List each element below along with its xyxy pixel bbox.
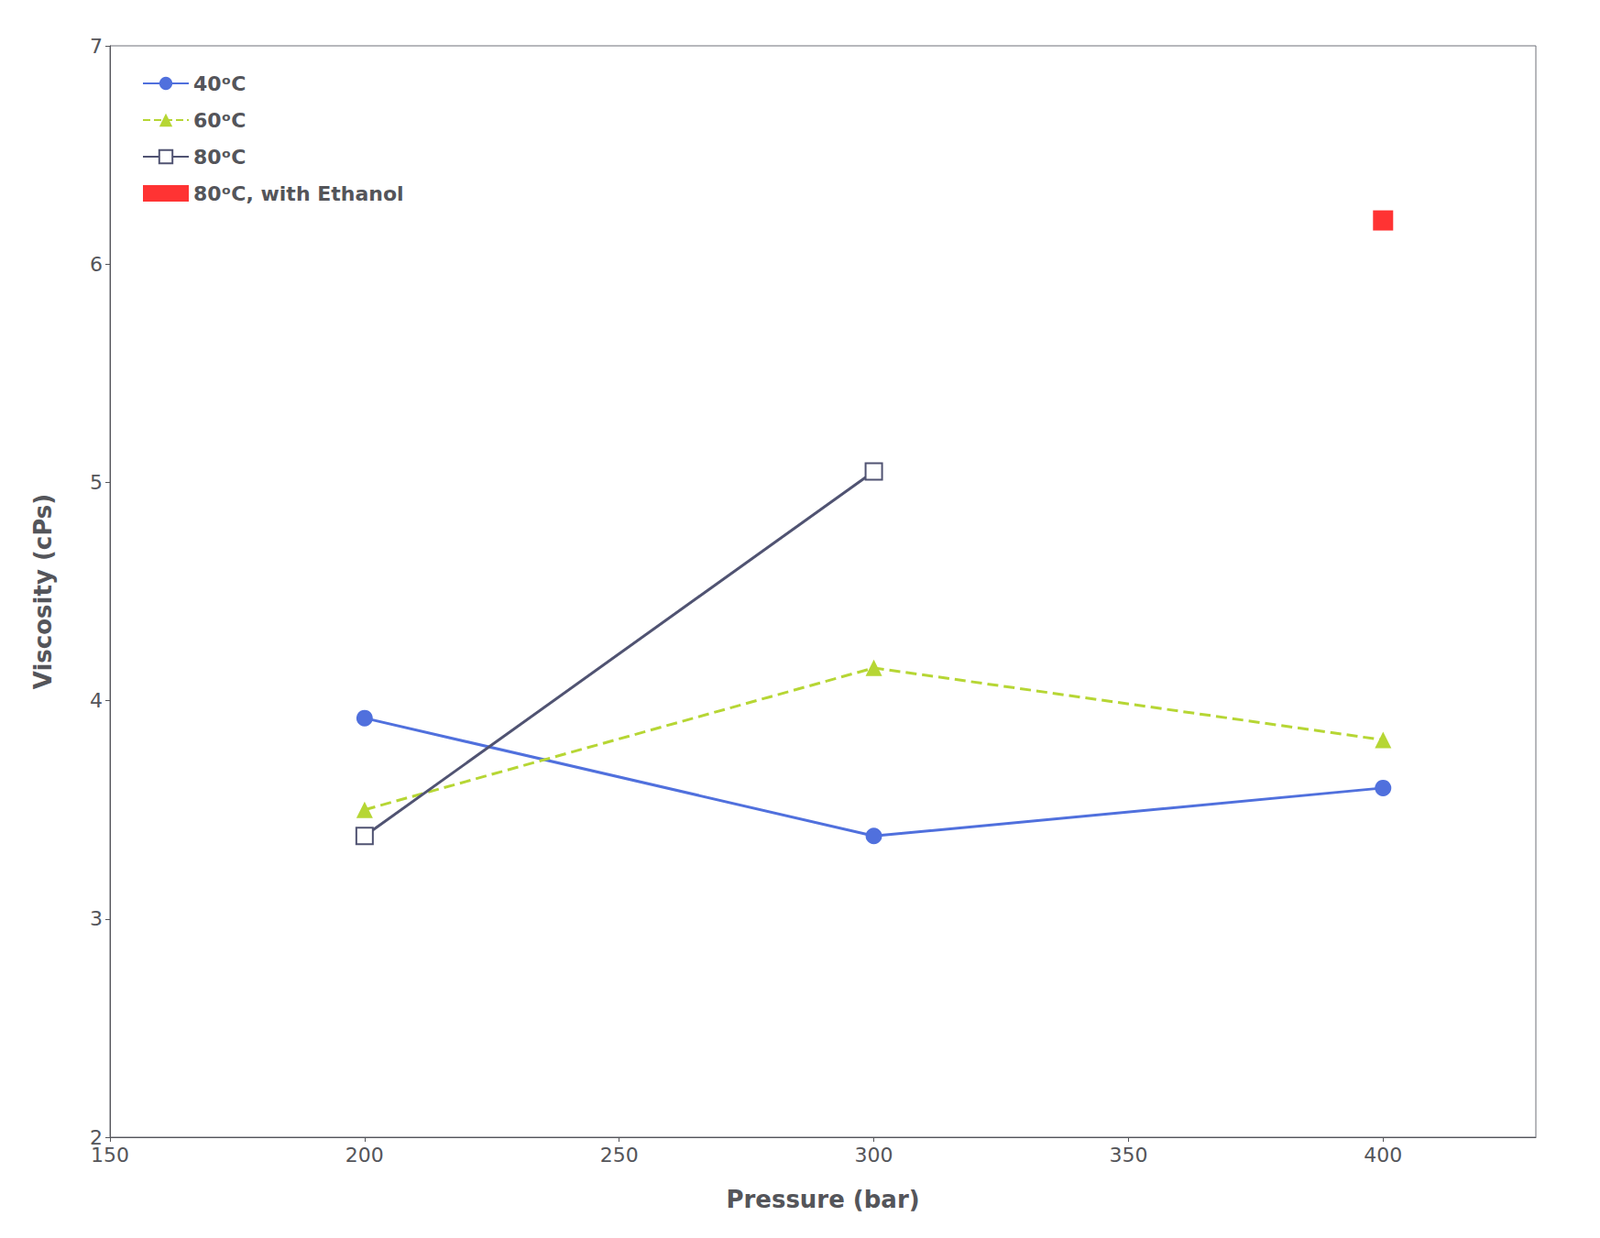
svg-text:6: 6 [89,252,103,276]
svg-text:60ᵒC: 60ᵒC [193,109,247,132]
svg-text:7: 7 [89,34,103,58]
svg-text:200: 200 [345,1143,384,1167]
svg-text:400: 400 [1363,1143,1403,1167]
svg-text:Viscosity (cPs): Viscosity (cPs) [29,493,57,690]
svg-text:350: 350 [1108,1143,1148,1167]
svg-text:250: 250 [600,1143,639,1167]
svg-text:150: 150 [90,1143,130,1167]
svg-text:4: 4 [89,689,103,713]
svg-text:5: 5 [89,471,103,494]
svg-text:80ᵒC, with Ethanol: 80ᵒC, with Ethanol [193,182,405,206]
svg-text:3: 3 [89,907,103,931]
svg-text:80ᵒC: 80ᵒC [193,145,247,169]
svg-text:2: 2 [89,1125,103,1149]
svg-text:300: 300 [854,1143,894,1167]
svg-text:40ᵒC: 40ᵒC [193,72,247,96]
svg-text:Pressure (bar): Pressure (bar) [725,1185,920,1214]
